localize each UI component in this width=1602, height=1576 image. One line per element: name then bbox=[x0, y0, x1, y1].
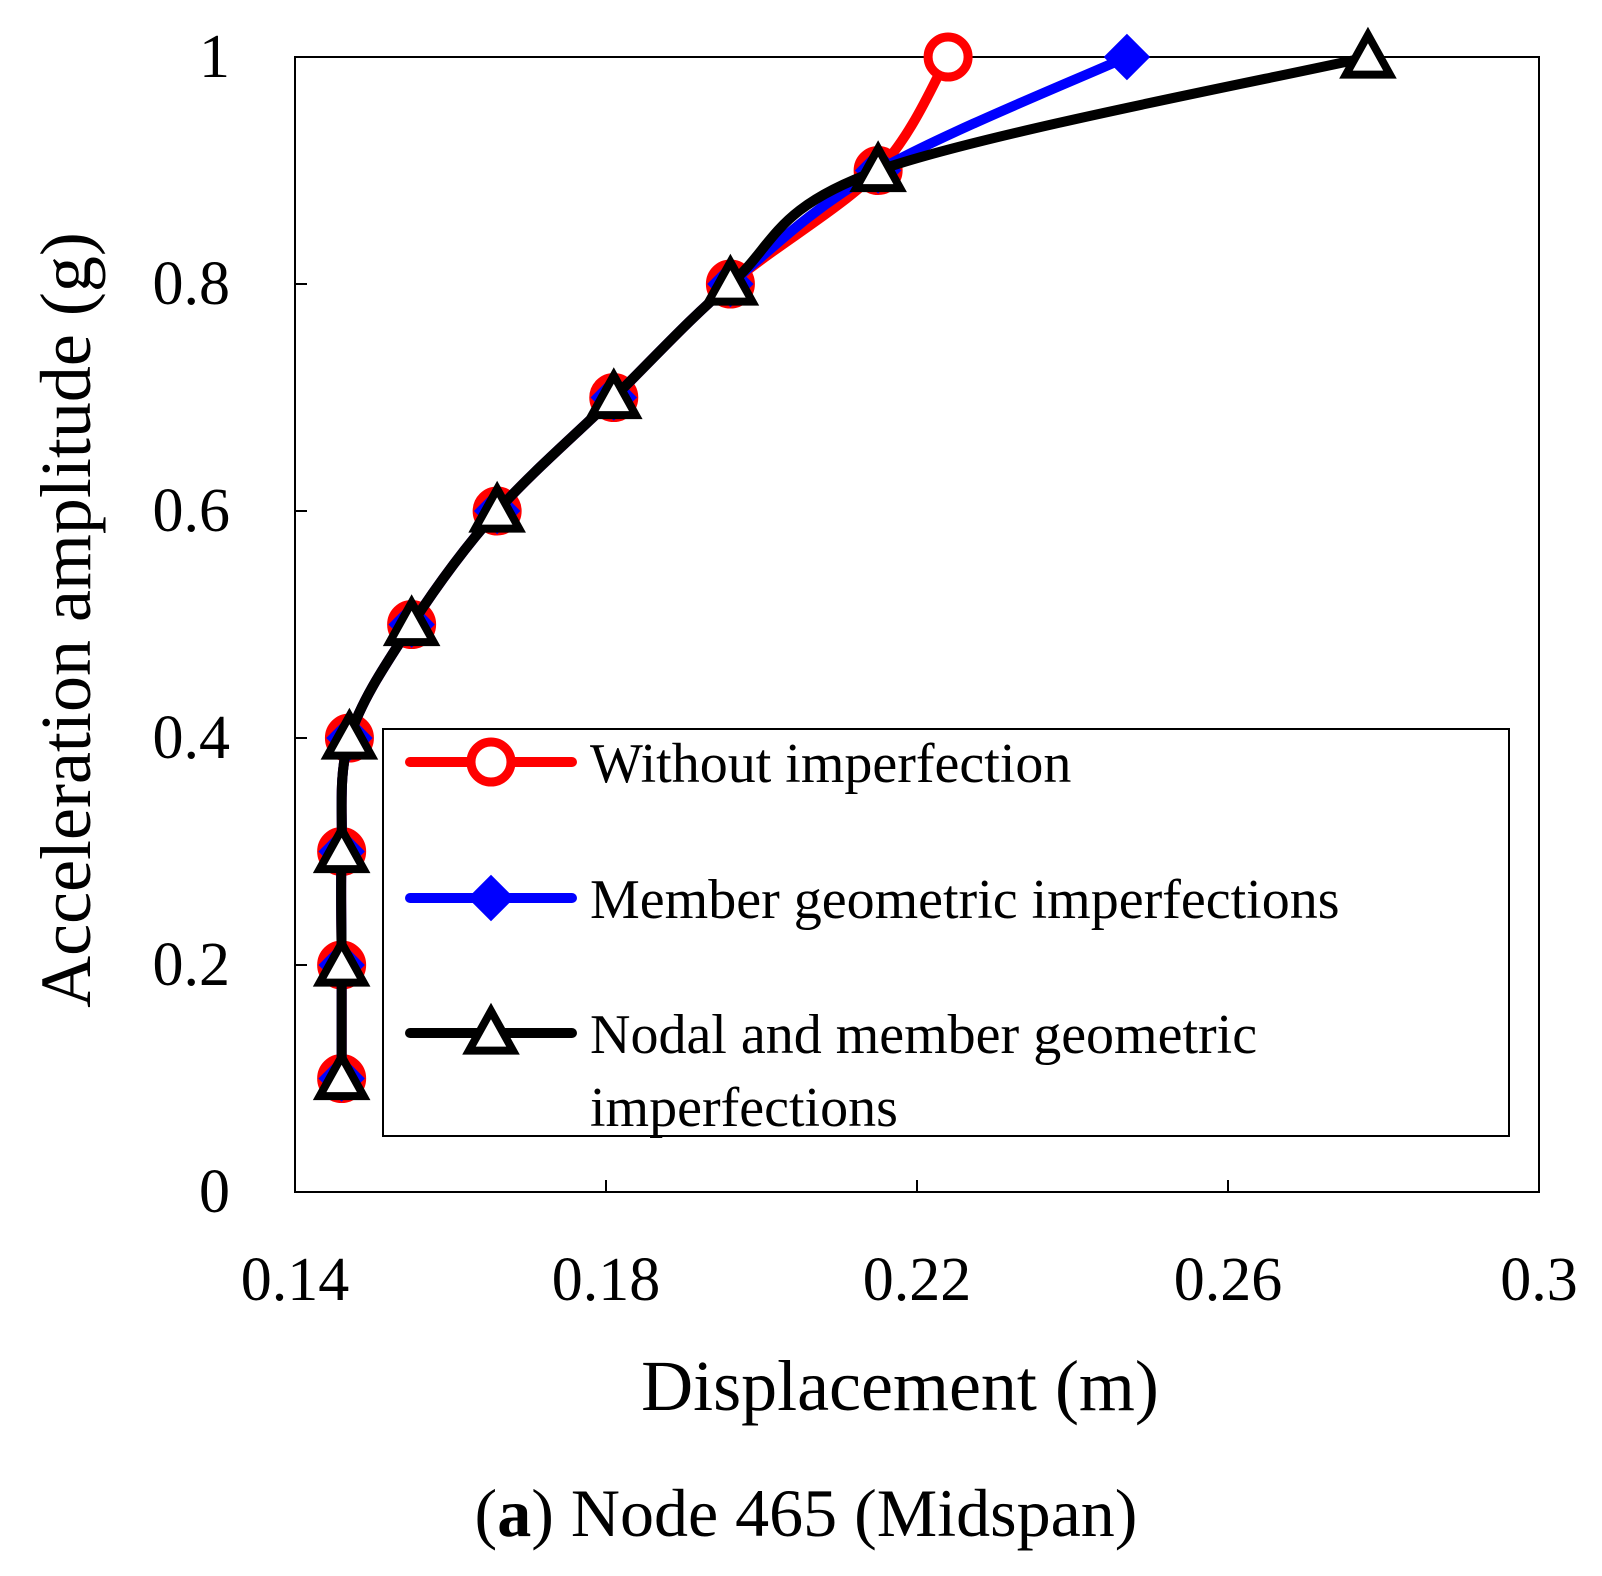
series-triangle bbox=[312, 26, 1397, 1101]
legend-item: Member geometric imperfections bbox=[405, 869, 1340, 931]
y-tick-label: 0 bbox=[199, 1158, 230, 1226]
data-point bbox=[320, 707, 379, 760]
legend: Without imperfection Member geometric imp… bbox=[382, 728, 1510, 1139]
x-tick-label: 0.26 bbox=[1174, 1246, 1283, 1314]
data-point bbox=[701, 253, 760, 306]
data-point bbox=[312, 821, 371, 874]
legend-label: Nodal and member geometric bbox=[590, 1004, 1257, 1066]
y-tick-label: 1 bbox=[199, 23, 230, 91]
y-axis-title: Acceleration amplitude (g) bbox=[26, 232, 106, 1008]
legend-box bbox=[382, 728, 1510, 1137]
data-point bbox=[468, 480, 526, 533]
data-point bbox=[1339, 26, 1397, 79]
legend-marker bbox=[467, 874, 515, 922]
data-point bbox=[923, 32, 973, 82]
caption-label: a bbox=[497, 1475, 531, 1551]
y-tick-label: 0.6 bbox=[153, 477, 231, 545]
y-axis: 0 0.2 0.4 0.6 0.8 1 bbox=[153, 23, 307, 1226]
legend-label: imperfections bbox=[590, 1077, 898, 1139]
legend-items: Without imperfection Member geometric imp… bbox=[405, 733, 1340, 1139]
x-tick-label: 0.18 bbox=[552, 1246, 661, 1314]
y-tick-label: 0.2 bbox=[153, 931, 231, 999]
x-axis-title: Displacement (m) bbox=[641, 1346, 1159, 1426]
figure-caption: (a) Node 465 (Midspan) bbox=[475, 1475, 1138, 1551]
data-point bbox=[849, 140, 907, 193]
data-point bbox=[584, 367, 643, 420]
legend-label: Member geometric imperfections bbox=[590, 869, 1340, 931]
series-layer bbox=[312, 26, 1397, 1103]
y-tick-label: 0.4 bbox=[153, 704, 231, 772]
y-tick-label: 0.8 bbox=[153, 250, 231, 318]
data-point bbox=[1103, 33, 1151, 81]
x-tick-label: 0.14 bbox=[241, 1246, 350, 1314]
x-axis: 0.14 0.18 0.22 0.26 0.3 bbox=[241, 1180, 1578, 1314]
legend-item: Nodal and member geometric imperfections bbox=[405, 1002, 1257, 1139]
legend-marker bbox=[466, 737, 516, 787]
legend-marker bbox=[462, 1002, 520, 1055]
data-point bbox=[312, 934, 371, 987]
legend-label: Without imperfection bbox=[590, 733, 1071, 795]
caption-text: Node 465 (Midspan) bbox=[571, 1475, 1138, 1551]
data-point bbox=[382, 594, 441, 647]
legend-item: Without imperfection bbox=[405, 733, 1071, 795]
x-tick-label: 0.3 bbox=[1500, 1246, 1578, 1314]
x-tick-label: 0.22 bbox=[863, 1246, 972, 1314]
data-point bbox=[312, 1048, 371, 1101]
